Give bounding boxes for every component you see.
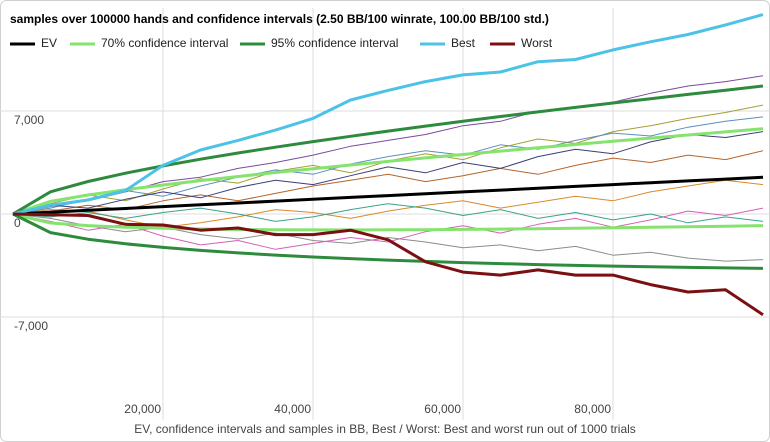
chart-title: samples over 100000 hands and confidence… [10, 12, 549, 26]
series-line [12, 175, 764, 216]
plot-lines [12, 13, 764, 317]
y-tick-label: 0 [14, 216, 21, 230]
series-lower-line [12, 212, 764, 232]
trial-line [12, 179, 764, 228]
y-tick-label: 7,000 [14, 113, 44, 127]
legend: EV 70% confidence interval 95% confidence … [10, 36, 553, 50]
legend-label: 95% confidence interval [271, 36, 398, 50]
trial-line [12, 131, 764, 215]
trial-line [12, 203, 764, 224]
series-line [12, 84, 764, 216]
trial-line [12, 116, 764, 215]
x-tick-label: 80,000 [574, 402, 611, 416]
legend-label: Best [451, 36, 476, 50]
series-line [12, 212, 764, 317]
x-tick-label: 40,000 [274, 402, 311, 416]
series-lower-line [12, 212, 764, 270]
x-tick-label: 60,000 [424, 402, 461, 416]
series-line [12, 127, 764, 216]
series-line [12, 13, 764, 216]
legend-label: EV [41, 36, 57, 50]
legend-label: 70% confidence interval [101, 36, 228, 50]
x-tick-label: 20,000 [124, 402, 161, 416]
legend-label: Worst [521, 36, 553, 50]
axis-labels: 20,000 40,000 60,000 80,000 -7,000 0 7,000 [14, 113, 611, 416]
grid [0, 8, 770, 420]
trial-line [12, 213, 764, 262]
y-tick-label: -7,000 [14, 319, 48, 333]
x-axis-title: EV, confidence intervals and samples in … [134, 422, 636, 436]
